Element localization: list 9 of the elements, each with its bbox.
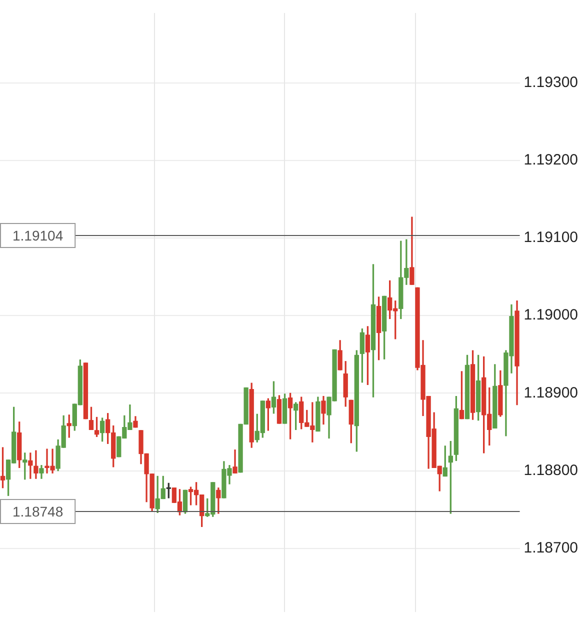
- ref-line-label: 1.19104: [12, 227, 64, 244]
- y-tick-label: 1.19100: [524, 229, 578, 246]
- ref-line-label: 1.18748: [12, 503, 64, 520]
- y-tick-label: 1.18700: [524, 540, 578, 557]
- y-tick-label: 1.19000: [524, 306, 578, 324]
- y-tick-label: 1.19300: [524, 74, 578, 91]
- y-tick-label: 1.19200: [524, 152, 578, 169]
- y-tick-label: 1.18900: [524, 384, 578, 402]
- y-tick-label: 1.18800: [524, 462, 578, 479]
